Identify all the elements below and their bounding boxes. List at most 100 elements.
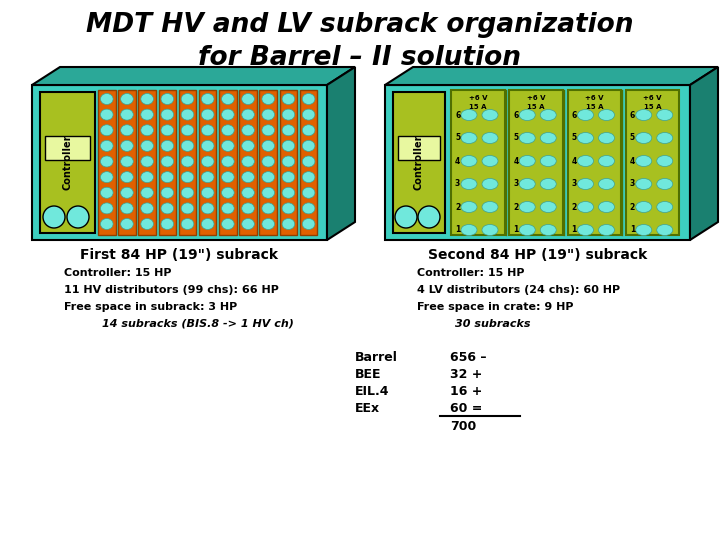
Text: 32 +: 32 + [450,368,482,381]
Ellipse shape [121,140,133,151]
Ellipse shape [482,156,498,166]
Text: 6: 6 [630,111,635,119]
Text: 4: 4 [513,157,518,165]
Ellipse shape [540,225,557,235]
Text: 4 LV distributors (24 chs): 60 HP: 4 LV distributors (24 chs): 60 HP [417,285,620,295]
Ellipse shape [657,201,672,213]
Text: 2: 2 [513,202,518,212]
Ellipse shape [482,132,498,144]
Bar [118,90,136,235]
Circle shape [418,206,440,228]
Bar [259,90,277,235]
Ellipse shape [141,140,153,151]
Ellipse shape [482,225,498,235]
Ellipse shape [282,203,294,214]
Text: 15 A: 15 A [585,104,603,110]
Ellipse shape [121,93,133,105]
Text: Second 84 HP (19") subrack: Second 84 HP (19") subrack [428,248,647,262]
Text: 5: 5 [572,133,577,143]
Text: 16 +: 16 + [450,385,482,398]
Ellipse shape [302,187,315,198]
Ellipse shape [262,187,274,198]
Ellipse shape [262,156,274,167]
Bar [398,136,440,160]
Bar [32,85,327,240]
Ellipse shape [577,201,593,213]
Ellipse shape [121,156,133,167]
Ellipse shape [657,132,672,144]
Ellipse shape [262,109,274,120]
Text: 5: 5 [455,133,460,143]
Text: 14 subracks (BIS.8 -> 1 HV ch): 14 subracks (BIS.8 -> 1 HV ch) [102,319,294,329]
Ellipse shape [222,109,234,120]
Text: 1: 1 [513,226,518,234]
Ellipse shape [202,125,214,136]
Text: 3: 3 [455,179,460,188]
Text: 15 A: 15 A [644,104,661,110]
Ellipse shape [222,140,234,151]
Ellipse shape [262,203,274,214]
Ellipse shape [519,179,535,190]
Ellipse shape [519,201,535,213]
Ellipse shape [461,201,477,213]
Ellipse shape [202,187,214,198]
Bar [567,90,621,235]
Ellipse shape [101,156,113,167]
Ellipse shape [202,93,214,105]
Ellipse shape [540,156,557,166]
Ellipse shape [202,140,214,151]
Text: EIL.4: EIL.4 [355,385,390,398]
Ellipse shape [282,187,294,198]
Ellipse shape [242,125,254,136]
Ellipse shape [101,172,113,183]
Text: 60 =: 60 = [450,402,482,415]
Polygon shape [690,67,718,240]
Ellipse shape [302,125,315,136]
Ellipse shape [242,156,254,167]
Ellipse shape [242,219,254,230]
Text: Controller: 15 HP: Controller: 15 HP [64,268,171,278]
Ellipse shape [121,187,133,198]
Ellipse shape [657,156,672,166]
Ellipse shape [161,203,174,214]
Text: 15 A: 15 A [469,104,487,110]
Ellipse shape [101,140,113,151]
Ellipse shape [101,203,113,214]
Ellipse shape [302,219,315,230]
Text: 2: 2 [455,202,460,212]
Ellipse shape [161,140,174,151]
Ellipse shape [222,172,234,183]
Ellipse shape [222,125,234,136]
Bar [219,90,237,235]
Ellipse shape [657,179,672,190]
Ellipse shape [181,219,194,230]
Ellipse shape [282,125,294,136]
Bar [279,90,297,235]
Ellipse shape [302,156,315,167]
Text: +6 V: +6 V [585,95,603,101]
Text: Controller: Controller [414,135,424,190]
Text: 3: 3 [572,179,577,188]
Ellipse shape [181,125,194,136]
Bar [300,90,318,235]
Ellipse shape [181,140,194,151]
Ellipse shape [161,187,174,198]
Ellipse shape [161,93,174,105]
Bar [451,90,505,235]
Text: 1: 1 [572,226,577,234]
Ellipse shape [161,172,174,183]
Ellipse shape [657,110,672,120]
Ellipse shape [161,109,174,120]
Ellipse shape [181,187,194,198]
Ellipse shape [540,201,557,213]
Polygon shape [385,67,718,85]
Text: Barrel: Barrel [355,351,398,364]
Text: 1: 1 [455,226,460,234]
Ellipse shape [482,179,498,190]
Ellipse shape [202,109,214,120]
Text: EEx: EEx [355,402,380,415]
Polygon shape [32,67,355,85]
Text: +6 V: +6 V [469,95,487,101]
Ellipse shape [636,179,652,190]
Ellipse shape [577,132,593,144]
